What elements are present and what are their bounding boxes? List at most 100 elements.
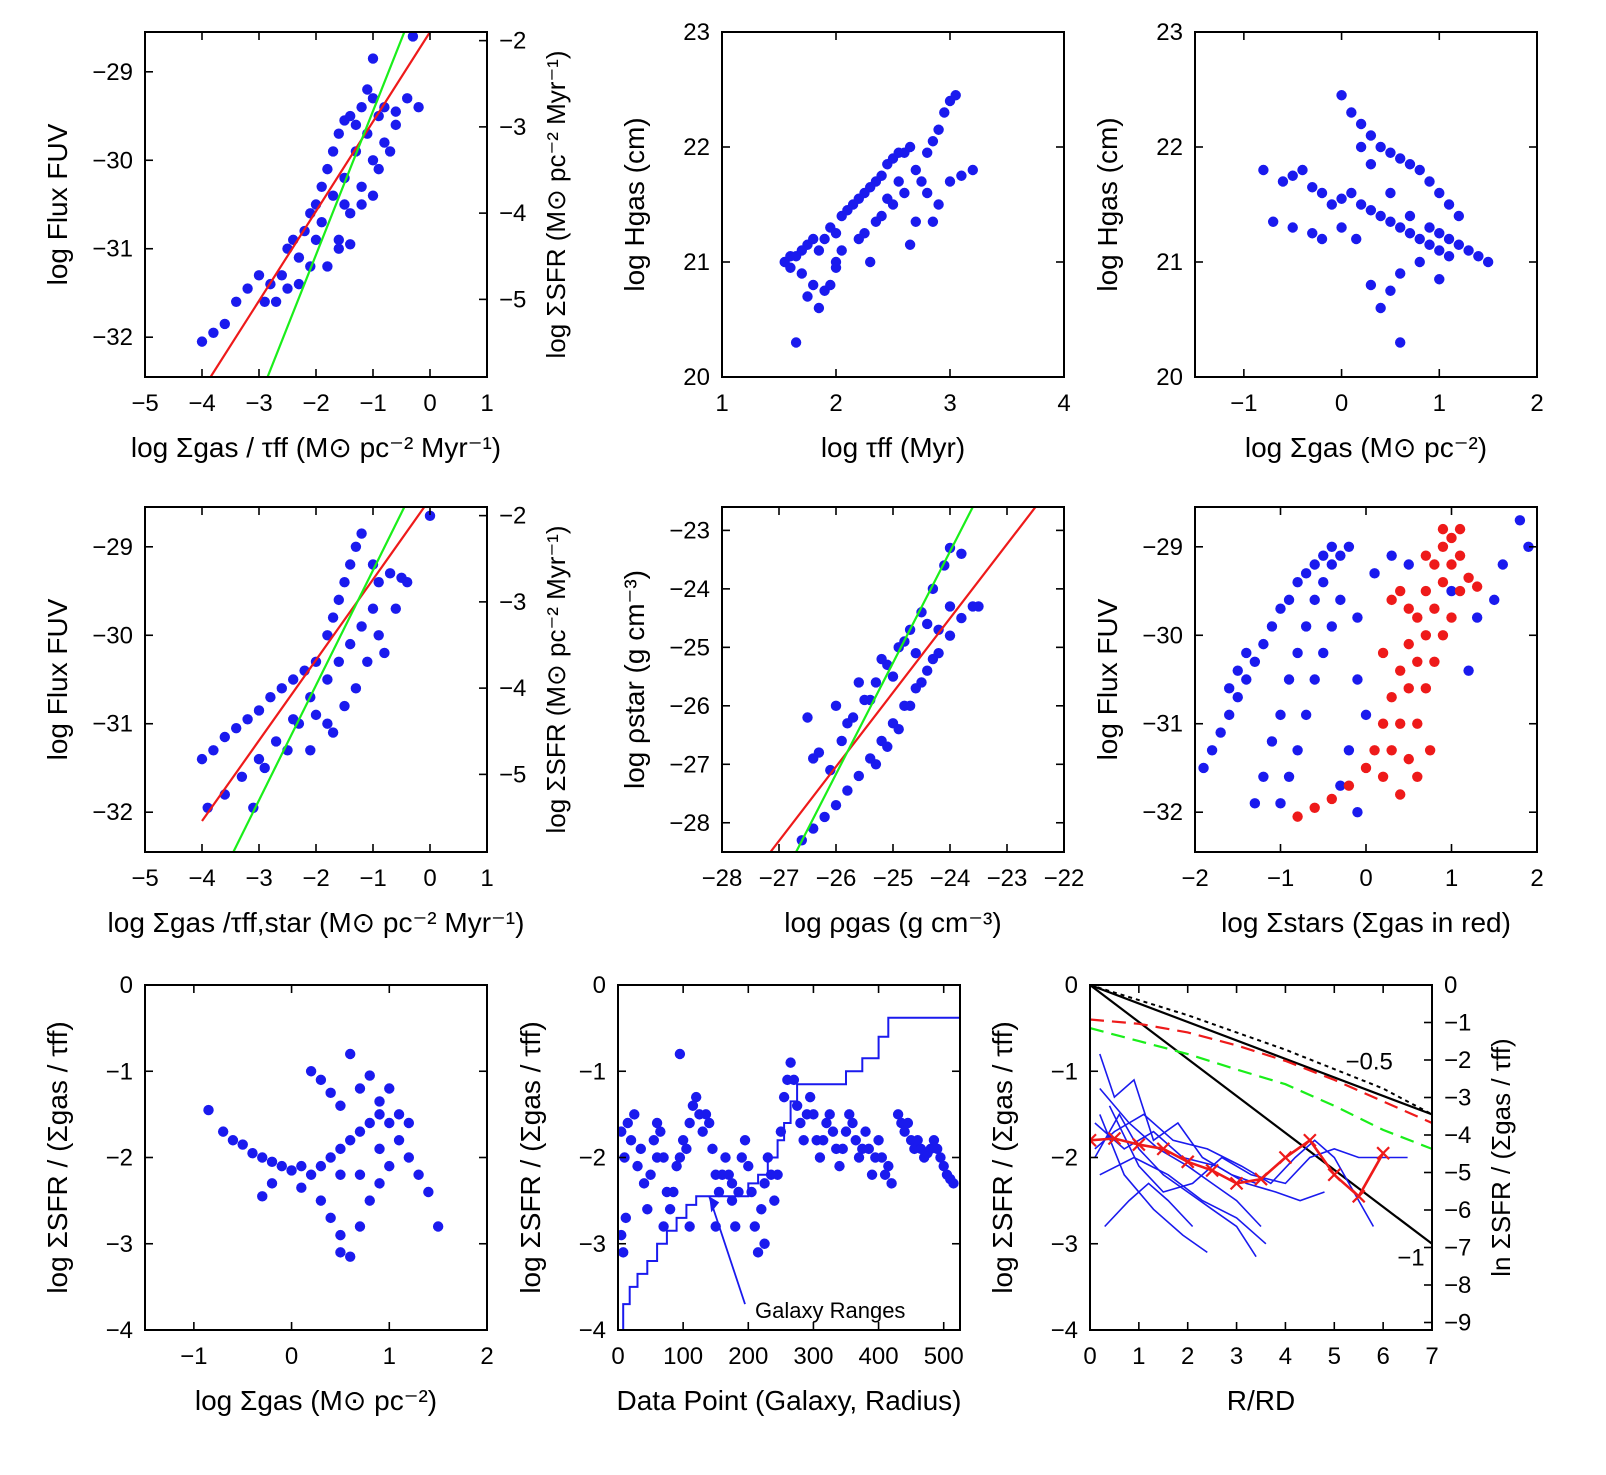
series-p8-data-point-71	[847, 1117, 858, 1129]
series-p5-data-point-13	[944, 630, 956, 641]
series-p3-data-point-33	[1424, 176, 1435, 187]
xtick-label-p7-0: −1	[180, 1343, 207, 1370]
ytick-label-p5-2: −26	[669, 693, 710, 720]
series-p8-data-point-63	[821, 1117, 832, 1129]
ytick-label-p3-3: 23	[1156, 19, 1183, 46]
series-p7-data-point-5	[257, 1152, 268, 1163]
plot-area-p3	[1258, 90, 1494, 348]
series-p8-data-point-15	[664, 1204, 676, 1215]
series-p1-data-point-55	[384, 146, 396, 157]
series-p8-data-point-6	[635, 1143, 646, 1155]
series-p1-data-point-5	[253, 270, 265, 281]
series-p7-data-point-7	[276, 1160, 287, 1172]
series-p1-data-point-39	[293, 278, 305, 290]
series-p4-data-point-16	[350, 541, 362, 553]
series-p7-data-point-32	[384, 1083, 395, 1094]
series-p4-data-point-43	[259, 762, 270, 774]
series-p7-data-point-37	[335, 1247, 346, 1258]
series-p8-data-point-84	[892, 1109, 904, 1120]
ytick-label-p2-2: 22	[683, 134, 710, 161]
series-p6-stars-point-49	[1514, 515, 1526, 526]
series-p8-data-point-16	[668, 1186, 679, 1198]
series-p3-data-point-47	[1434, 274, 1445, 285]
series-p4-data-point-25	[236, 771, 248, 783]
xtick-label-p7-1: 0	[285, 1343, 298, 1370]
y2tick-label-p9-5: −4	[1444, 1122, 1471, 1149]
series-p6-gas-point-32	[1454, 585, 1466, 597]
series-p1-data-point-27	[402, 93, 413, 104]
xtick-label-p1-1: −4	[188, 390, 215, 417]
series-p9-red-mean-marker-3	[1156, 1142, 1171, 1156]
series-p6-stars-point-27	[1343, 541, 1355, 553]
series-p3-data-point-46	[1375, 302, 1386, 314]
series-p2-data-point-39	[927, 216, 939, 227]
series-p9-blue-9	[1099, 1114, 1208, 1254]
series-p6-gas-point-41	[1412, 771, 1423, 783]
series-p6-stars-point-11	[1292, 576, 1303, 588]
series-p6-stars-point-13	[1309, 559, 1320, 570]
series-p7-data-point-17	[374, 1109, 385, 1120]
series-p9-black-solid-2	[1090, 985, 1432, 1245]
series-p7-data-point-25	[315, 1074, 327, 1086]
series-p3-data-point-18	[1434, 245, 1445, 256]
series-p8-data-point-54	[791, 1100, 803, 1111]
xtick-label-p4-6: 1	[480, 865, 493, 892]
series-p6-gas-point-20	[1412, 656, 1423, 668]
xtick-label-p4-4: −1	[359, 865, 386, 892]
series-p9-red-mean-marker-1	[1107, 1131, 1122, 1146]
series-p8-data-point-39	[743, 1160, 754, 1172]
xtick-label-p2-3: 4	[1057, 390, 1070, 417]
series-p5-data-point-11	[922, 665, 933, 676]
ytick-label-p9-4: 0	[1065, 972, 1078, 999]
series-p4-data-point-35	[310, 709, 322, 721]
xtick-label-p9-1: 1	[1132, 1343, 1145, 1370]
plot-area-p4	[196, 507, 436, 852]
series-p8-data-point-76	[863, 1143, 874, 1155]
series-p3-data-point-17	[1424, 239, 1435, 250]
panel-p9: 0 1 2 3 4 5 6 7 −4 −3 −2 −1 0 −9 −8 −7 −6 −5 −4 −3 −2 −1 0 ln Σ…	[987, 972, 1516, 1416]
series-p4-data-point-41	[373, 630, 384, 641]
series-p1-data-point-49	[333, 243, 344, 254]
ytick-label-p9-2: −2	[1051, 1145, 1078, 1172]
y2tick-label-p9-0: −9	[1444, 1310, 1471, 1337]
series-p6-stars-point-30	[1292, 745, 1303, 756]
series-p8-data-point-8	[642, 1204, 653, 1215]
series-p9-red-mean-marker-7	[1254, 1172, 1268, 1186]
series-p3-data-point-7	[1326, 199, 1338, 210]
series-p6-gas-point-29	[1429, 656, 1440, 668]
series-p8-data-point-96	[932, 1143, 943, 1155]
series-p1-data-point-42	[327, 190, 339, 201]
series-p1-data-point-0	[196, 336, 208, 347]
series-p8-data-point-111	[684, 1221, 695, 1232]
series-p7-data-point-46	[354, 1169, 366, 1180]
panel-p1: −5 −4 −3 −2 −1 0 1 −32 −31 −30 −29 −5 −4 −3 −2 log ΣSFR…	[42, 28, 571, 463]
xtick-label-p6-4: 2	[1530, 865, 1543, 892]
xtick-label-p4-2: −3	[245, 865, 272, 892]
series-p3-data-point-6	[1316, 187, 1328, 199]
series-p2-data-point-31	[899, 187, 910, 199]
series-p3-data-point-23	[1482, 256, 1494, 268]
series-p6-stars-point-20	[1283, 674, 1295, 685]
series-p8-data-point-27	[704, 1117, 715, 1129]
series-p8-data-point-62	[818, 1135, 829, 1146]
series-p8-data-point-109	[651, 1152, 663, 1163]
series-p4-data-point-30	[322, 674, 333, 685]
series-p5-fit-green	[795, 507, 974, 852]
series-p7-data-point-0	[203, 1104, 214, 1116]
series-p6-gas-point-35	[1386, 594, 1397, 606]
series-p8-data-point-33	[723, 1169, 734, 1180]
series-p2-data-point-50	[813, 302, 825, 314]
series-p6-gas-point-23	[1437, 576, 1449, 588]
series-p7-data-point-28	[345, 1048, 356, 1060]
xtick-label-p9-2: 2	[1181, 1343, 1194, 1370]
series-p6-gas-point-5	[1369, 745, 1380, 756]
xtick-label-p7-2: 1	[383, 1343, 396, 1370]
plot-area-p8	[618, 1016, 960, 1330]
series-p3-data-point-10	[1355, 199, 1367, 210]
series-p2-data-point-57	[893, 176, 904, 187]
series-p6-stars-point-24	[1318, 576, 1329, 588]
series-p6-gas-point-43	[1377, 647, 1389, 659]
series-p6-gas-point-18	[1395, 718, 1406, 729]
y2tick-label-p1-3: −2	[499, 28, 526, 55]
series-p3-data-point-55	[1453, 210, 1465, 222]
